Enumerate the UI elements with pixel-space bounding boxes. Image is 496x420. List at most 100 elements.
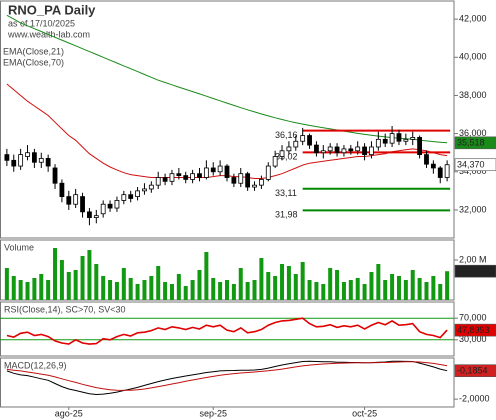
volume-bar	[231, 284, 236, 300]
candle-body	[18, 154, 24, 167]
candle-body	[417, 137, 423, 156]
volume-bar	[314, 282, 319, 300]
candle-body	[148, 184, 154, 190]
volume-bar	[211, 278, 216, 300]
volume-bar	[73, 270, 78, 300]
panel-frame	[0, 301, 455, 357]
candle-body	[410, 137, 416, 140]
volume-bar	[87, 250, 92, 300]
candle-body	[362, 146, 367, 156]
y-tick-label: 40,000	[459, 52, 487, 62]
volume-bar	[25, 282, 30, 300]
y-tick-label: 38,000	[459, 90, 487, 100]
candle-body	[73, 194, 79, 205]
candle-body	[258, 179, 264, 186]
x-tick-label: ago-25	[55, 408, 83, 418]
candle-body	[100, 203, 106, 215]
level-label: 36,16	[275, 130, 298, 140]
candle-body	[307, 135, 312, 146]
value-tag-label: 35,518	[457, 138, 485, 148]
volume-bar	[204, 252, 209, 300]
candle-body	[31, 152, 37, 163]
candle-body	[128, 194, 134, 199]
volume-bar	[238, 268, 243, 300]
value-tag-label: -0,1854	[457, 366, 488, 376]
panel-title: Volume	[4, 242, 34, 252]
volume-bar	[335, 270, 340, 300]
candle-body	[314, 144, 319, 154]
candle-body	[11, 159, 17, 167]
candle-body	[169, 173, 175, 182]
volume-bar	[225, 280, 229, 300]
value-tag	[454, 323, 496, 337]
candle-body	[59, 182, 65, 197]
volume-bar	[128, 278, 133, 300]
candle-body	[334, 146, 340, 154]
candle-body	[142, 188, 147, 192]
volume-bar	[369, 272, 374, 300]
candle-body	[93, 215, 99, 218]
candle-body	[300, 135, 306, 142]
candle-body	[66, 196, 72, 205]
candle-body	[437, 167, 443, 178]
candle-body	[369, 146, 374, 156]
candle-body	[286, 146, 292, 152]
candle-body	[45, 158, 51, 167]
indicator-line	[6, 317, 448, 345]
indicator-line	[6, 361, 448, 391]
volume-bar	[149, 276, 154, 300]
volume-bar	[410, 270, 415, 300]
level-label: 31,98	[275, 210, 298, 220]
candle-body	[25, 152, 30, 157]
level-label: 33,11	[275, 188, 297, 198]
value-tag	[454, 158, 496, 172]
volume-bar	[121, 268, 126, 300]
candle-body	[389, 133, 395, 144]
volume-bar	[328, 268, 333, 300]
candle-body	[293, 140, 299, 148]
candle-body	[176, 173, 182, 177]
candle-body	[121, 194, 127, 201]
value-tag-label: 47,8993	[457, 325, 490, 335]
y-tick-label: 34,000	[459, 166, 487, 176]
volume-bar	[307, 280, 312, 300]
candle-body	[403, 138, 409, 142]
volume-bar	[39, 274, 44, 300]
panel-frame	[0, 0, 455, 239]
volume-bar	[59, 260, 64, 300]
volume-bar	[218, 282, 223, 300]
volume-bar	[114, 282, 119, 300]
candle-body	[265, 165, 271, 180]
y-tick-label: 2,00 M	[459, 254, 487, 264]
candle-body	[272, 156, 278, 167]
panel-title: MACD(12,26,9)	[4, 360, 67, 370]
volume-bar	[142, 280, 147, 300]
volume-bar	[417, 278, 422, 300]
candle-body	[320, 150, 326, 154]
candle-body	[396, 133, 402, 142]
y-tick-label: 70,000	[459, 313, 487, 323]
volume-bar	[280, 264, 285, 300]
volume-bar	[376, 264, 381, 300]
candle-body	[231, 177, 237, 184]
candle-body	[38, 158, 44, 163]
volume-bar	[362, 284, 367, 300]
level-label: 35,02	[275, 152, 298, 162]
volume-bar	[383, 280, 388, 300]
candle-body	[155, 177, 161, 186]
volume-bar	[46, 280, 51, 300]
panel-frame	[0, 357, 455, 408]
volume-bar	[53, 248, 58, 300]
candle-body	[197, 173, 202, 178]
volume-bar	[4, 268, 9, 300]
volume-bar	[438, 284, 443, 300]
volume-bar	[183, 286, 188, 300]
panel-title: RSI(Close,14), SC>70, SV<30	[4, 304, 126, 314]
candle-body	[210, 167, 216, 173]
volume-bar	[424, 282, 429, 300]
volume-bar	[66, 272, 71, 300]
volume-bar	[190, 280, 195, 300]
y-tick-label: 32,000	[459, 204, 487, 214]
volume-bar	[341, 282, 346, 300]
candle-body	[107, 203, 113, 209]
